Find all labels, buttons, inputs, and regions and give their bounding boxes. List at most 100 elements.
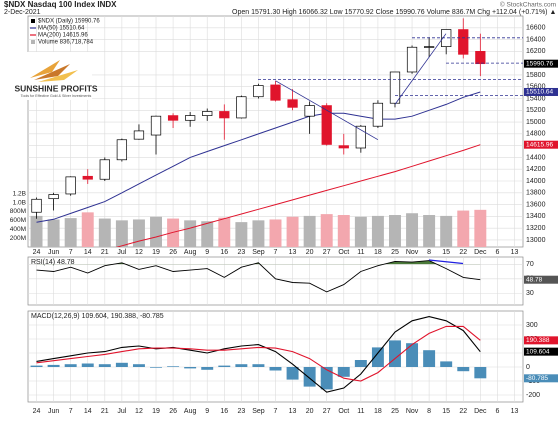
quote: Open 15791.30 High 16066.32 Low 15770.92… [232,9,556,16]
value-box [524,275,558,284]
histogram-bar [235,364,248,367]
x-tick-label: 25 [391,249,399,256]
x-tick-label: 6 [495,408,499,415]
x-tick-label: 24 [33,249,41,256]
y-tick-label: 15400 [526,95,546,102]
histogram-bar [354,360,367,367]
volume-bar [286,216,299,247]
x-tick-label: Sep [252,408,265,415]
volume-bar [218,217,231,247]
candle-body [99,159,110,180]
value-box [524,140,558,149]
y-tick-label: 1.0B [13,199,26,206]
value-box-label: 48.78 [526,276,543,283]
histogram-bar [30,365,43,367]
credit: © StockCharts.com [500,1,556,9]
candle-body [253,85,264,98]
x-tick-label: Oct [338,408,349,415]
candle-body [441,29,452,47]
candle-body [372,102,384,127]
legend-label: MA(200) 14615.96 [38,33,88,39]
x-tick-label: Sep [252,249,265,256]
candle-body [406,46,418,73]
logo-tagline: Tools for Effective Gold & Silver Invest… [21,94,92,98]
candle-body [150,115,162,136]
x-tick-label: 23 [237,249,245,256]
value-box [524,336,558,345]
x-tick-label: 9 [205,249,209,256]
histogram-bar [81,363,94,367]
x-tick-label: 13 [511,249,519,256]
candle-body [31,198,42,213]
y-tick-label: 13400 [526,213,546,220]
x-tick-label: 8 [427,249,431,256]
volume-bar [47,219,60,247]
x-tick-label: 12 [135,249,143,256]
y-tick-label: 14200 [526,166,546,173]
histogram-bar [47,364,60,367]
y-tick-label: 15000 [526,119,546,126]
histogram-bar [269,367,282,371]
x-tick-label: 18 [374,408,382,415]
panel-title: RSI(14) 48.78 [31,259,75,266]
value-box-label: 15510.64 [526,89,553,96]
candle-body [423,46,435,48]
value-box-label: 109.604 [526,348,550,355]
x-tick-label: 16 [220,408,228,415]
y-tick-label: 16200 [526,48,546,55]
x-tick-label: Nov [406,408,419,415]
y-tick-label: 16600 [526,25,546,32]
value-box-label: 190.388 [526,337,550,344]
x-tick-label: 16 [220,249,228,256]
candle-body [321,105,332,145]
value-box-label: 15990.76 [526,60,553,67]
legend-swatch [31,40,35,44]
x-tick-label: 23 [237,408,245,415]
x-tick-label: 13 [289,249,297,256]
y-tick-label: -200 [526,392,540,399]
histogram-bar [167,366,180,367]
candle-body [304,105,315,117]
y-tick-label: 30 [526,290,534,297]
overbought-fill [113,260,437,265]
volume-bar [30,215,43,247]
x-tick-label: Jun [48,249,59,256]
histogram-bar [320,367,333,390]
volume-bar [201,221,214,247]
volume-bar [150,216,162,247]
candle-body [389,71,401,104]
y-tick-label: 16400 [526,36,546,43]
histogram-bar [98,364,111,367]
x-tick-label: 22 [459,408,467,415]
x-tick-label: Aug [184,249,197,256]
histogram-bar [64,364,77,367]
candle-body [270,84,281,101]
candle-body [185,115,196,121]
candle-body [219,111,230,119]
value-box [524,374,558,383]
x-tick-label: Jul [117,249,126,256]
candle-body [338,145,349,149]
x-tick-label: 7 [69,408,73,415]
indicator-line [36,316,481,393]
trend-line [394,33,447,105]
histogram-bar [406,343,419,367]
x-tick-label: 22 [459,249,467,256]
logo-ray [38,70,78,82]
candle-body [475,51,486,65]
x-tick-label: 15 [442,408,450,415]
x-tick-label: 13 [511,408,519,415]
histogram-bar [423,350,436,367]
x-tick-label: 7 [69,249,73,256]
x-tick-label: 12 [135,408,143,415]
chart-title: $NDX Nasdaq 100 Index INDX [4,0,117,9]
x-tick-label: Nov [406,249,419,256]
volume-bar [303,215,316,247]
annotations [258,33,523,265]
x-tick-label: 26 [169,408,177,415]
value-box [524,59,558,68]
histogram-bar [371,347,384,367]
y-tick-label: 200M [10,235,26,242]
candle-body [65,176,76,195]
candle-body [48,194,59,200]
